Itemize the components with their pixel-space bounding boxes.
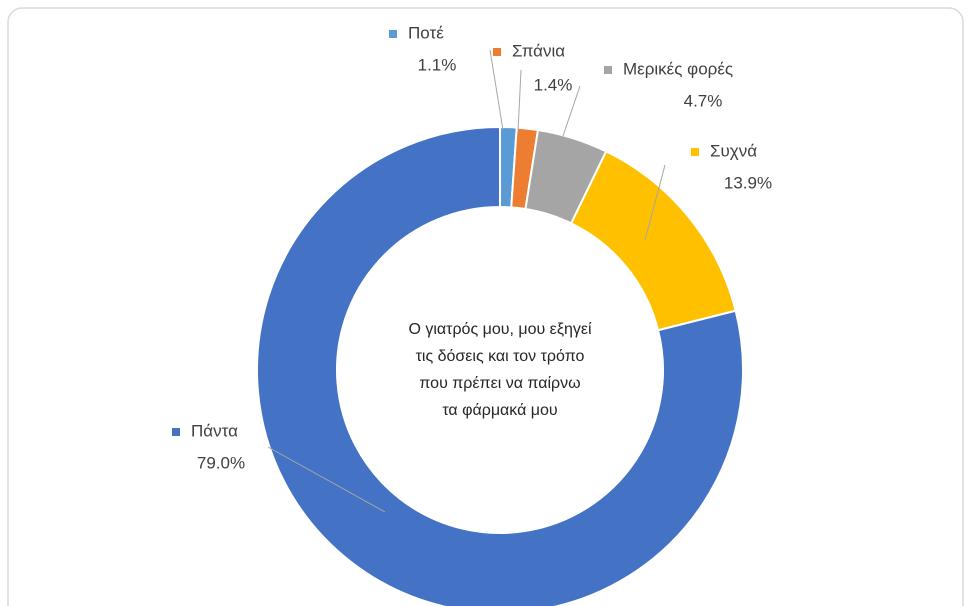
- category-label: Ποτέ: [408, 23, 444, 42]
- value-label: 1.4%: [534, 75, 573, 94]
- center-text: τα φάρμακά μου: [442, 402, 557, 419]
- legend-marker: [604, 66, 612, 74]
- value-label: 79.0%: [197, 453, 245, 472]
- center-text: Ο γιατρός μου, μου εξηγεί: [408, 321, 592, 338]
- value-label: 1.1%: [418, 55, 457, 74]
- category-label: Μερικές φορές: [623, 59, 733, 78]
- category-label: Συχνά: [710, 141, 757, 160]
- center-text: που πρέπει να παίρνω: [419, 375, 580, 392]
- category-label: Πάντα: [191, 421, 238, 440]
- legend-marker: [493, 48, 501, 56]
- category-label: Σπάνια: [512, 41, 565, 60]
- value-label: 13.9%: [724, 173, 772, 192]
- plot: [256, 125, 744, 606]
- leader-line: [267, 446, 386, 513]
- card: [7, 7, 964, 606]
- donut-slice: [256, 125, 744, 606]
- leader-line: [644, 164, 666, 241]
- leader-line: [489, 49, 504, 131]
- leader-line: [517, 69, 522, 133]
- legend-marker: [172, 428, 180, 436]
- legend-marker: [691, 148, 699, 156]
- leader-line: [562, 85, 581, 137]
- center-text: τις δόσεις και τον τρόπο: [416, 348, 585, 365]
- legend-marker: [389, 30, 397, 38]
- value-label: 4.7%: [684, 91, 723, 110]
